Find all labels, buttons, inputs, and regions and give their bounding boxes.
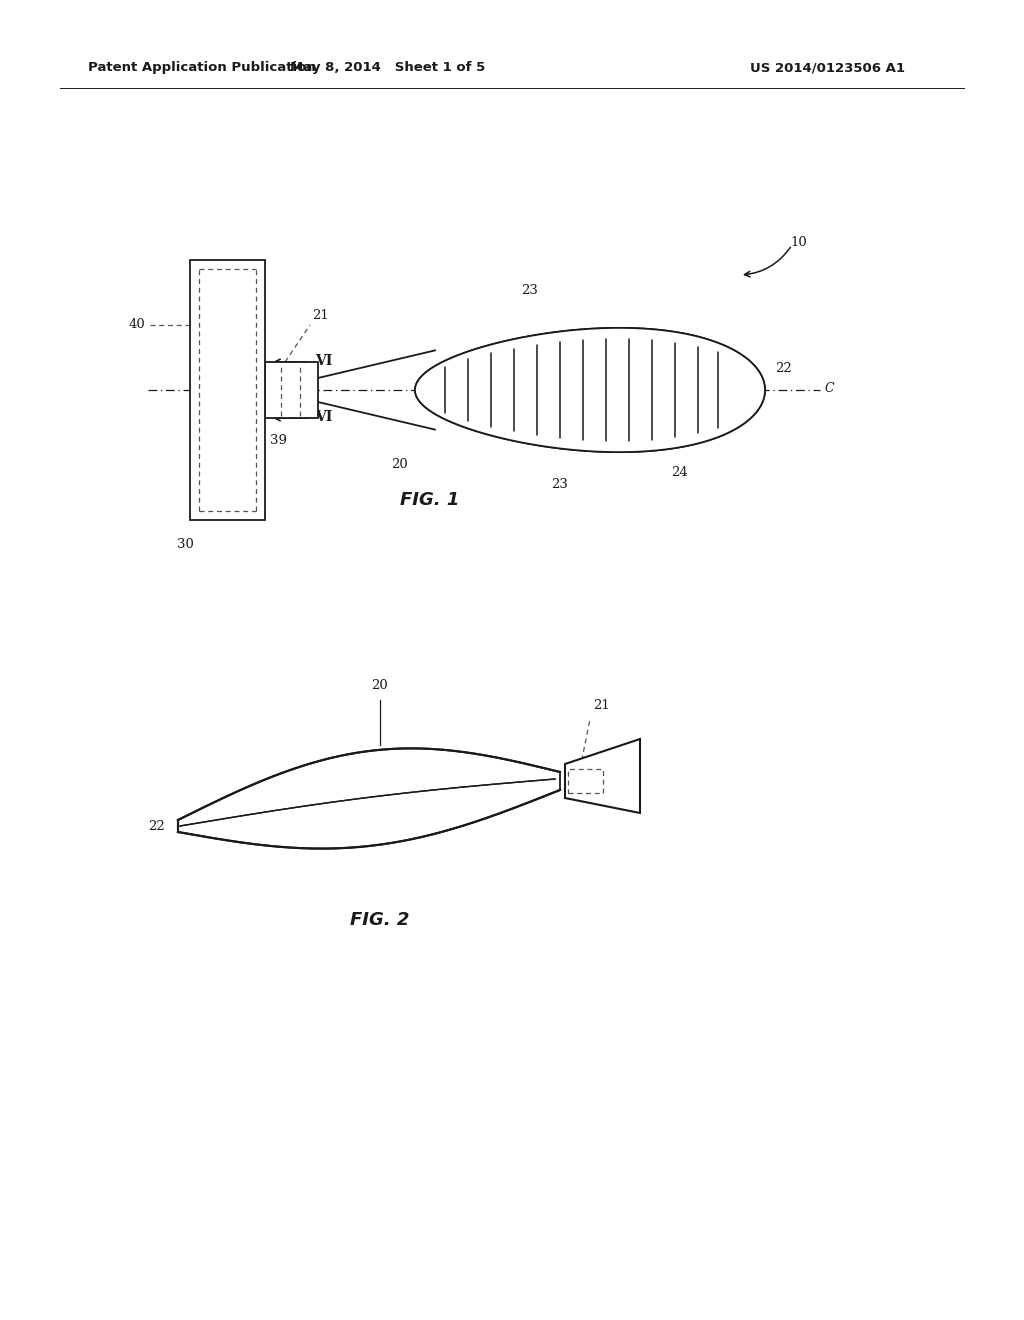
- Text: 39: 39: [270, 433, 287, 446]
- Text: US 2014/0123506 A1: US 2014/0123506 A1: [750, 62, 905, 74]
- Text: VI: VI: [315, 411, 333, 424]
- Text: VI: VI: [315, 354, 333, 368]
- Text: 10: 10: [790, 235, 807, 248]
- Text: May 8, 2014   Sheet 1 of 5: May 8, 2014 Sheet 1 of 5: [291, 62, 485, 74]
- Text: Patent Application Publication: Patent Application Publication: [88, 62, 315, 74]
- Bar: [190, 260, 265, 520]
- Text: C: C: [825, 381, 835, 395]
- Text: FIG. 2: FIG. 2: [350, 911, 410, 929]
- Polygon shape: [565, 739, 640, 813]
- Text: 30: 30: [176, 539, 194, 550]
- Text: 21: 21: [593, 700, 609, 711]
- Polygon shape: [415, 327, 765, 453]
- Text: 21: 21: [312, 309, 329, 322]
- Bar: [265, 362, 318, 418]
- Text: 20: 20: [372, 678, 388, 692]
- Text: 22: 22: [775, 362, 792, 375]
- Text: 24: 24: [672, 466, 688, 479]
- Text: 22: 22: [148, 821, 165, 833]
- Text: FIG. 1: FIG. 1: [400, 491, 460, 510]
- Text: 23: 23: [521, 284, 539, 297]
- Text: 20: 20: [391, 458, 409, 471]
- Polygon shape: [178, 748, 560, 849]
- Text: 40: 40: [128, 318, 145, 331]
- Text: 23: 23: [552, 479, 568, 491]
